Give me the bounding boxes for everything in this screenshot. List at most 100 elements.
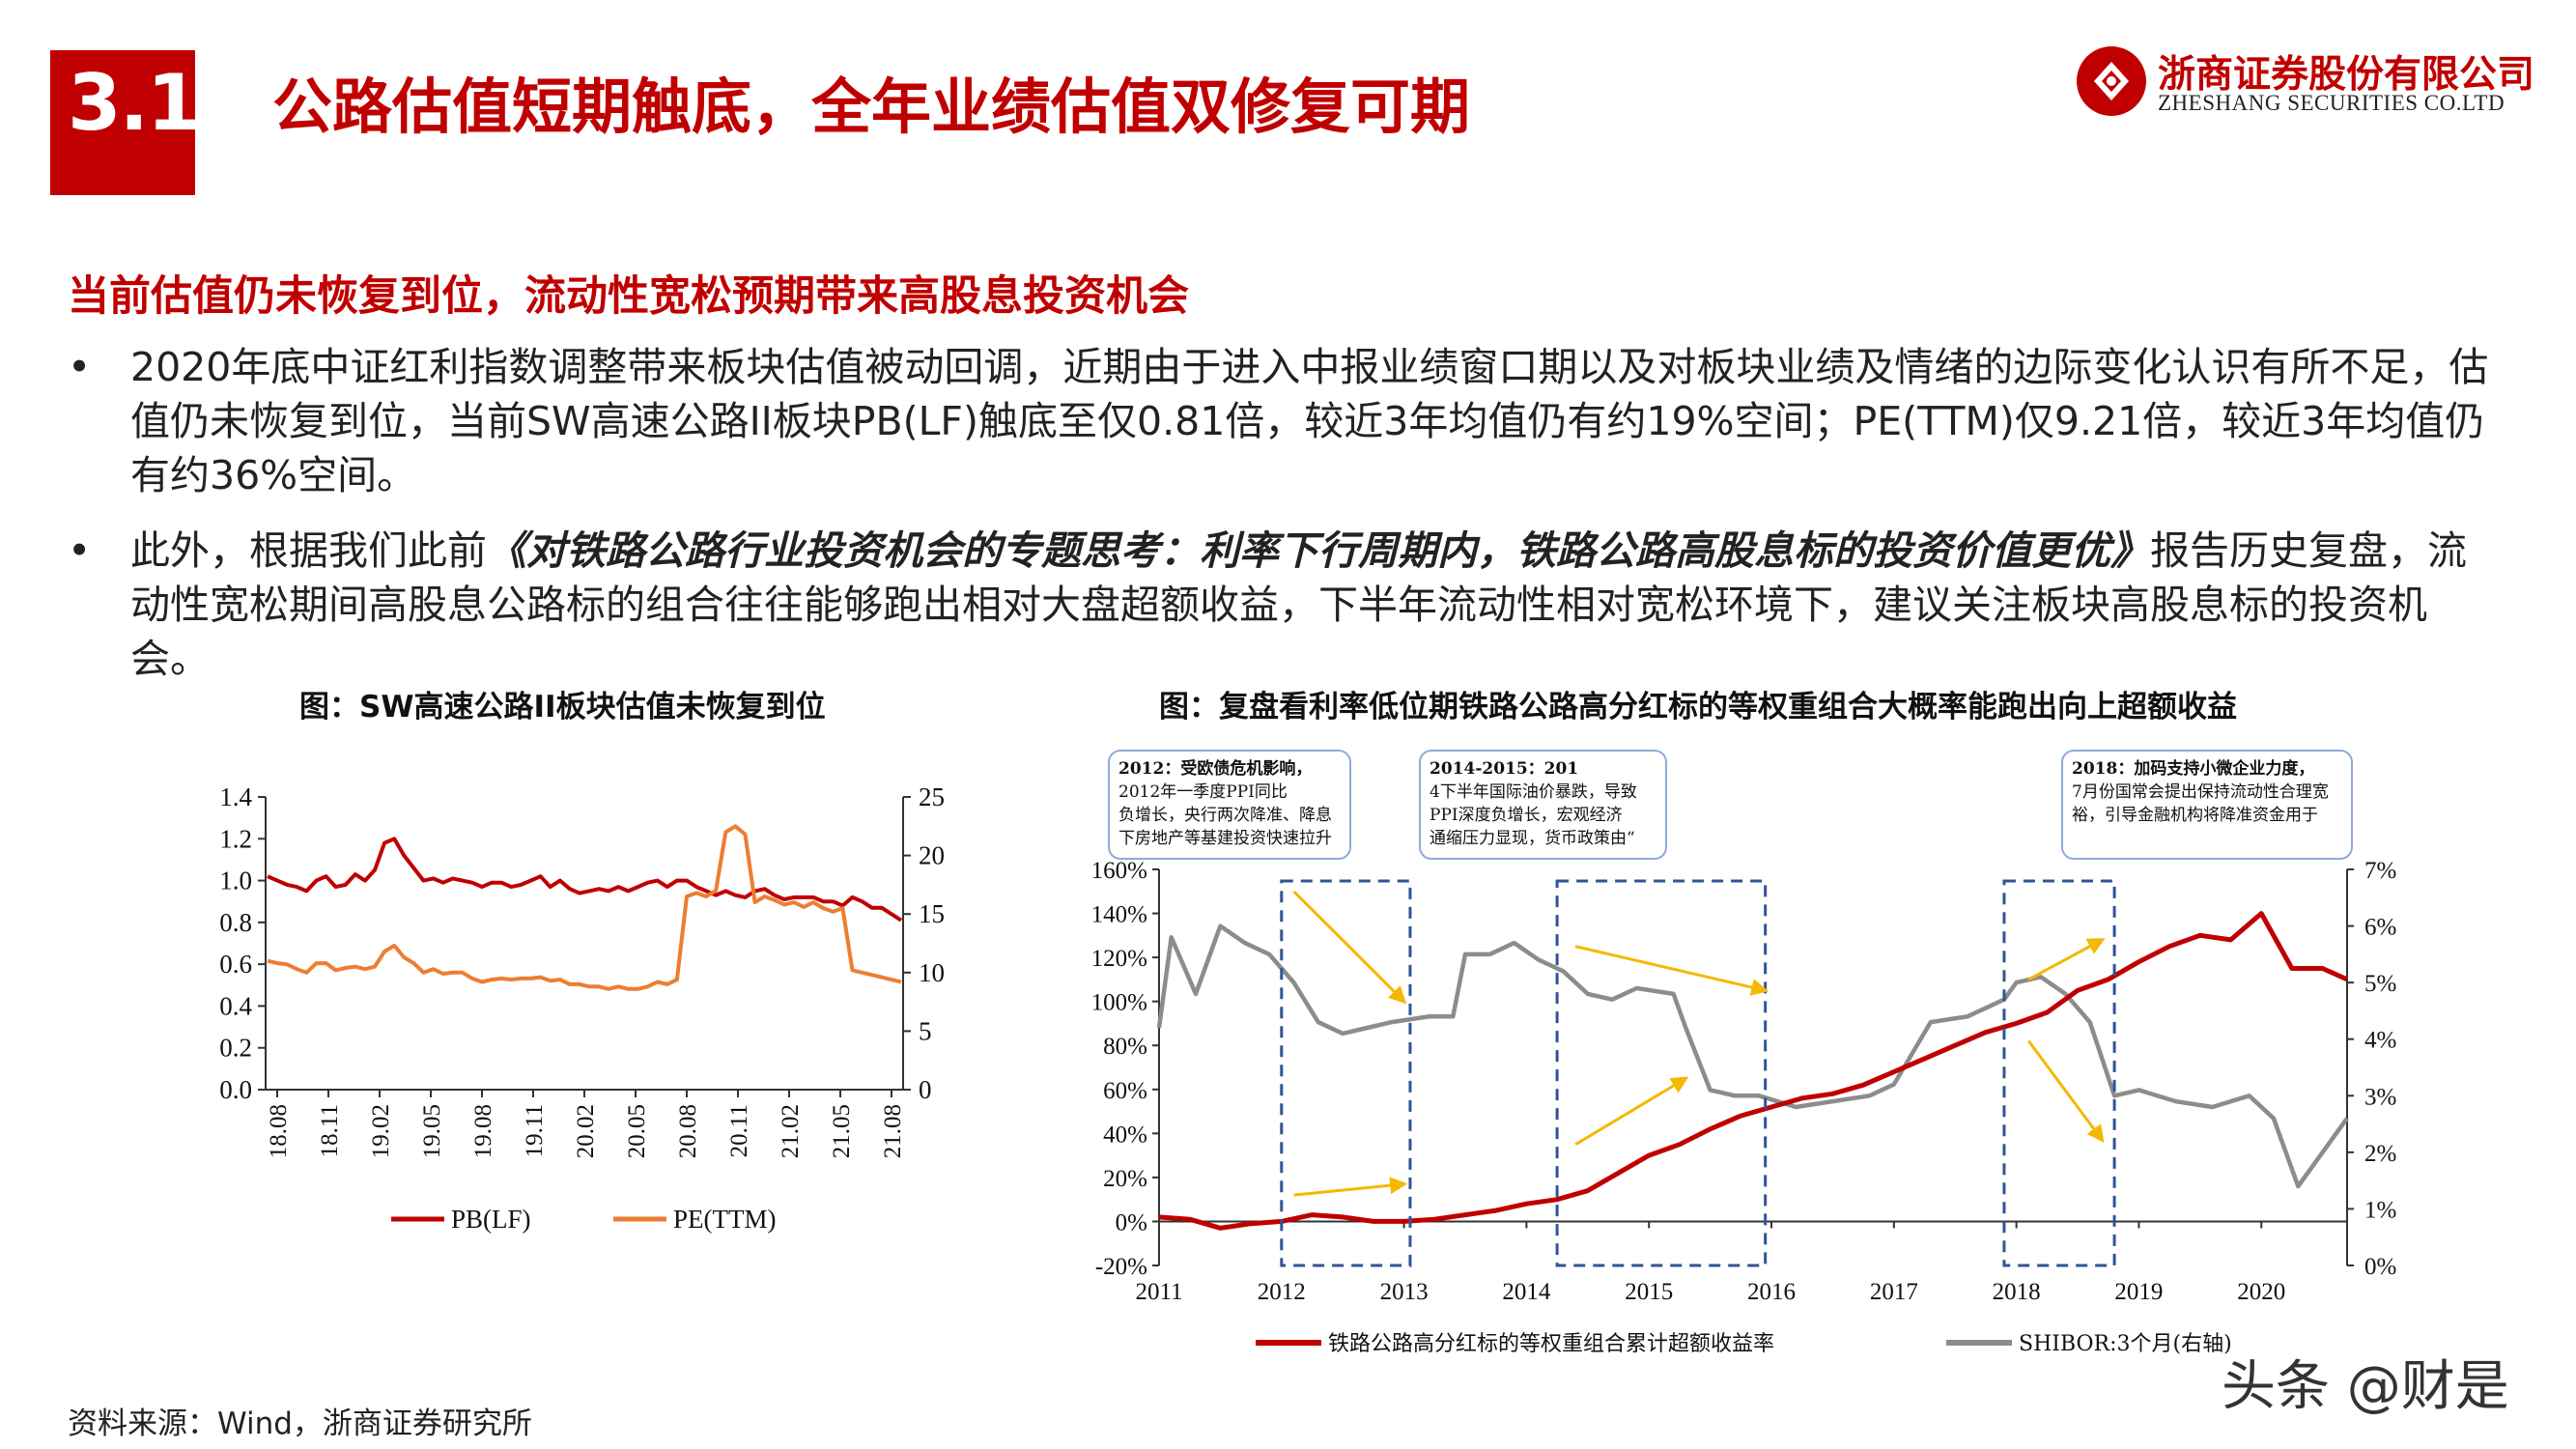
y-tick-label-left: 1.2 — [219, 824, 252, 853]
figure-2-caption: 图：复盘看利率低位期铁路公路高分红标的等权重组合大概率能跑出向上超额收益 — [1159, 690, 2237, 724]
series-line-PE(TTM) — [267, 824, 902, 991]
y-tick-label-right: 7% — [2364, 858, 2396, 884]
bullet-mark: • — [68, 527, 92, 574]
x-tick-label: 2012 — [1258, 1279, 1306, 1305]
y-tick-label-left: 100% — [1091, 990, 1147, 1016]
y-tick-label-right: 4% — [2364, 1028, 2396, 1054]
x-tick-label: 2014 — [1502, 1279, 1551, 1305]
y-tick-label-left: 1.4 — [219, 782, 252, 811]
trend-arrow — [2027, 1039, 2105, 1144]
x-tick-label: 21.05 — [829, 1104, 855, 1158]
highlight-period-box — [1555, 879, 1768, 1267]
annotation-text: 2018：加码支持小微企业力度， 7月份国常会提出保持流动性合理宽裕，引导金融机构… — [2072, 758, 2329, 825]
annotation-line: PPI深度负增长，宏观经济 — [1430, 806, 1623, 825]
bullet-mark: • — [68, 344, 92, 390]
y-tick-label-right: 5 — [919, 1016, 932, 1045]
section-number: 3.1 — [68, 58, 201, 148]
data-source: 资料来源：Wind，浙商证券研究所 — [68, 1406, 532, 1441]
x-tick-label: 2016 — [1747, 1279, 1796, 1305]
y-tick-label-right: 15 — [919, 899, 945, 928]
annotation-line: 2012：受欧债危机影响， — [1118, 758, 1312, 779]
page-title: 公路估值短期触底，全年业绩估值双修复可期 — [272, 71, 1471, 142]
highlight-period-box — [1280, 879, 1412, 1267]
annotation-text: 2012：受欧债危机影响， 2012年一季度PPI同比负增长，央行两次降准、降息下… — [1118, 758, 1332, 848]
x-tick-label: 19.08 — [470, 1104, 496, 1158]
annotation-line: 负增长，央行两次降准、降息 — [1118, 806, 1332, 825]
x-tick-label: 20.11 — [726, 1104, 752, 1157]
company-logo: 浙商证券股份有限公司 ZHESHANG SECURITIES CO.LTD — [2073, 43, 2534, 120]
annotation-line: 2012年一季度PPI同比 — [1118, 782, 1288, 802]
valuation-chart: 0.0 0.2 0.4 0.6 0.8 1.0 1.2 1.4 0 5 10 15 20 25 18.08 1… — [219, 782, 945, 1234]
x-tick-label: 19.11 — [522, 1104, 548, 1157]
x-tick-label: 19.02 — [368, 1104, 394, 1158]
y-tick-label-left: 0.2 — [219, 1034, 252, 1063]
y-tick-label-left: 0.4 — [219, 991, 252, 1020]
annotation-line: 裕，引导金融机构将降准资金用于 — [2072, 806, 2318, 825]
report-title: 《对铁路公路行业投资机会的专题思考：利率下行周期内，铁路公路高股息标的投资价值更… — [487, 527, 2150, 574]
annotation-line: 通缩压力显现，货币政策由“ — [1430, 829, 1635, 848]
bullet-2-rest: 报告历史复盘，流动性宽松期间高股息公路标的组合往往能够跑出相对大盘超额收益，下半… — [130, 527, 2467, 682]
x-tick-label: 2011 — [1135, 1279, 1182, 1305]
y-tick-label-left: -20% — [1095, 1254, 1147, 1280]
y-tick-label-left: 120% — [1091, 946, 1147, 972]
annotation-line: 2014-2015：201 — [1430, 759, 1578, 779]
y-tick-label-left: 0.6 — [219, 950, 252, 979]
y-tick-label-right: 1% — [2364, 1197, 2396, 1223]
annotation-box — [1108, 750, 1351, 860]
watermark: 头条 @财是 — [2222, 1355, 2509, 1418]
y-tick-label-right: 0 — [919, 1075, 932, 1104]
y-tick-label-right: 5% — [2364, 971, 2396, 997]
y-tick-label-left: 140% — [1091, 902, 1147, 928]
x-tick-label: 2019 — [2114, 1279, 2163, 1305]
x-tick-label: 2017 — [1870, 1279, 1918, 1305]
bullet-item-2: • 此外，根据我们此前《对铁路公路行业投资机会的专题思考：利率下行周期内，铁路公… — [68, 524, 2502, 686]
legend-label: PE(TTM) — [673, 1205, 776, 1234]
x-tick-label: 20.02 — [573, 1104, 599, 1158]
series-line — [1156, 923, 2349, 1189]
bullet-2-intro: 此外，根据我们此前 — [130, 527, 487, 574]
section-subheading: 当前估值仍未恢复到位，流动性宽松预期带来高股息投资机会 — [68, 272, 1189, 321]
trend-arrow — [1292, 890, 1407, 1005]
legend-label: PB(LF) — [451, 1205, 531, 1234]
annotation-line: 4下半年国际油价暴跌，导致 — [1430, 782, 1637, 802]
zheshang-logo-icon — [2077, 46, 2146, 116]
x-tick-label: 2018 — [1993, 1279, 2041, 1305]
y-tick-label-right: 0% — [2364, 1254, 2396, 1280]
legend-label: SHIBOR:3个月(右轴) — [2019, 1332, 2232, 1356]
y-tick-label-left: 40% — [1103, 1122, 1147, 1148]
x-tick-label: 20.05 — [624, 1104, 650, 1158]
logo-company-name-cn: 浙商证券股份有限公司 — [2158, 53, 2535, 97]
annotation-text: 2014-2015：201 4下半年国际油价暴跌，导致 PPI深度负增长，宏观经济通… — [1430, 759, 1637, 848]
y-tick-label-left: 160% — [1091, 858, 1147, 884]
x-tick-label: 18.11 — [317, 1104, 343, 1157]
series-line-PB(LF) — [267, 837, 903, 923]
bullet-text-2: 此外，根据我们此前《对铁路公路行业投资机会的专题思考：利率下行周期内，铁路公路高… — [130, 524, 2502, 686]
y-tick-label-right: 20 — [919, 841, 945, 870]
trend-arrow — [1574, 1076, 1689, 1147]
y-tick-label-left: 80% — [1103, 1034, 1147, 1060]
y-tick-label-right: 3% — [2364, 1084, 2396, 1110]
y-tick-label-left: 60% — [1103, 1078, 1147, 1104]
excess-return-chart: -20% 0% 20% 40% 60% 80% 100% 120% 140% 160% 0% 1% 2%… — [1091, 750, 2396, 1356]
figure-1-caption: 图：SW高速公路II板块估值未恢复到位 — [299, 690, 826, 724]
x-tick-label: 2015 — [1625, 1279, 1673, 1305]
x-tick-label: 2020 — [2237, 1279, 2285, 1305]
y-tick-label-left: 0.0 — [219, 1075, 252, 1104]
x-tick-label: 18.08 — [266, 1104, 292, 1158]
y-tick-label-left: 0% — [1116, 1209, 1147, 1236]
bullet-text-1: 2020年底中证红利指数调整带来板块估值被动回调，近期由于进入中报业绩窗口期以及… — [130, 344, 2489, 498]
annotation-line: 7月份国常会提出保持流动性合理宽 — [2072, 782, 2329, 802]
y-tick-label-left: 20% — [1103, 1166, 1147, 1192]
y-tick-label-left: 1.0 — [219, 867, 252, 895]
y-tick-label-right: 25 — [919, 782, 945, 811]
x-tick-label: 20.08 — [675, 1104, 701, 1158]
annotation-box — [1419, 750, 1667, 860]
x-tick-label: 21.08 — [880, 1104, 906, 1158]
annotation-line: 2018：加码支持小微企业力度， — [2072, 758, 2314, 779]
y-tick-label-right: 6% — [2364, 915, 2396, 941]
annotation-box — [2061, 750, 2353, 860]
series-line — [1158, 911, 2349, 1231]
legend-label: 铁路公路高分红标的等权重组合累计超额收益率 — [1328, 1332, 1774, 1356]
x-tick-label: 21.02 — [778, 1104, 804, 1158]
y-tick-label-right: 10 — [919, 958, 945, 987]
